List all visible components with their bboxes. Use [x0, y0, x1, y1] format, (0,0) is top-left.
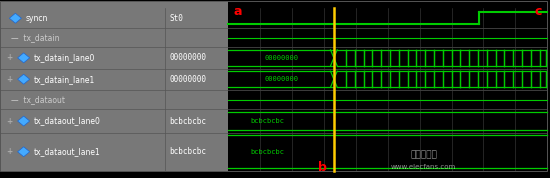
Text: +: +	[7, 117, 13, 125]
Polygon shape	[18, 116, 30, 126]
Bar	[0, 1, 228, 171]
Text: St0: St0	[169, 14, 183, 23]
Polygon shape	[18, 147, 30, 157]
Text: +: +	[7, 53, 13, 62]
Text: —  tx_dataout: — tx_dataout	[11, 95, 65, 104]
Text: c: c	[535, 5, 542, 18]
Text: 00000000: 00000000	[169, 75, 206, 84]
Text: bcbcbcbc: bcbcbcbc	[250, 149, 284, 155]
Text: bcbcbcbc: bcbcbcbc	[169, 147, 206, 156]
Text: 00000000: 00000000	[264, 76, 298, 82]
Text: tx_dataout_lane1: tx_dataout_lane1	[34, 147, 101, 156]
Text: 00000000: 00000000	[264, 55, 298, 61]
Text: tx_datain_lane0: tx_datain_lane0	[34, 53, 96, 62]
Bar	[228, 8, 547, 171]
Text: syncn: syncn	[26, 14, 48, 23]
Text: —  tx_datain: — tx_datain	[11, 33, 59, 42]
Polygon shape	[18, 74, 30, 84]
Text: tx_dataout_lane0: tx_dataout_lane0	[34, 117, 101, 125]
Text: 电子发烧友: 电子发烧友	[410, 150, 437, 159]
Text: tx_datain_lane1: tx_datain_lane1	[34, 75, 95, 84]
Text: bcbcbcbc: bcbcbcbc	[169, 117, 206, 125]
Text: a: a	[234, 5, 242, 18]
Polygon shape	[18, 53, 30, 63]
Polygon shape	[9, 13, 21, 23]
Text: bcbcbcbc: bcbcbcbc	[250, 118, 284, 124]
Text: www.elecfans.com: www.elecfans.com	[391, 164, 456, 170]
Text: b: b	[318, 161, 327, 174]
Text: 00000000: 00000000	[169, 53, 206, 62]
Text: +: +	[7, 147, 13, 156]
Text: +: +	[7, 75, 13, 84]
